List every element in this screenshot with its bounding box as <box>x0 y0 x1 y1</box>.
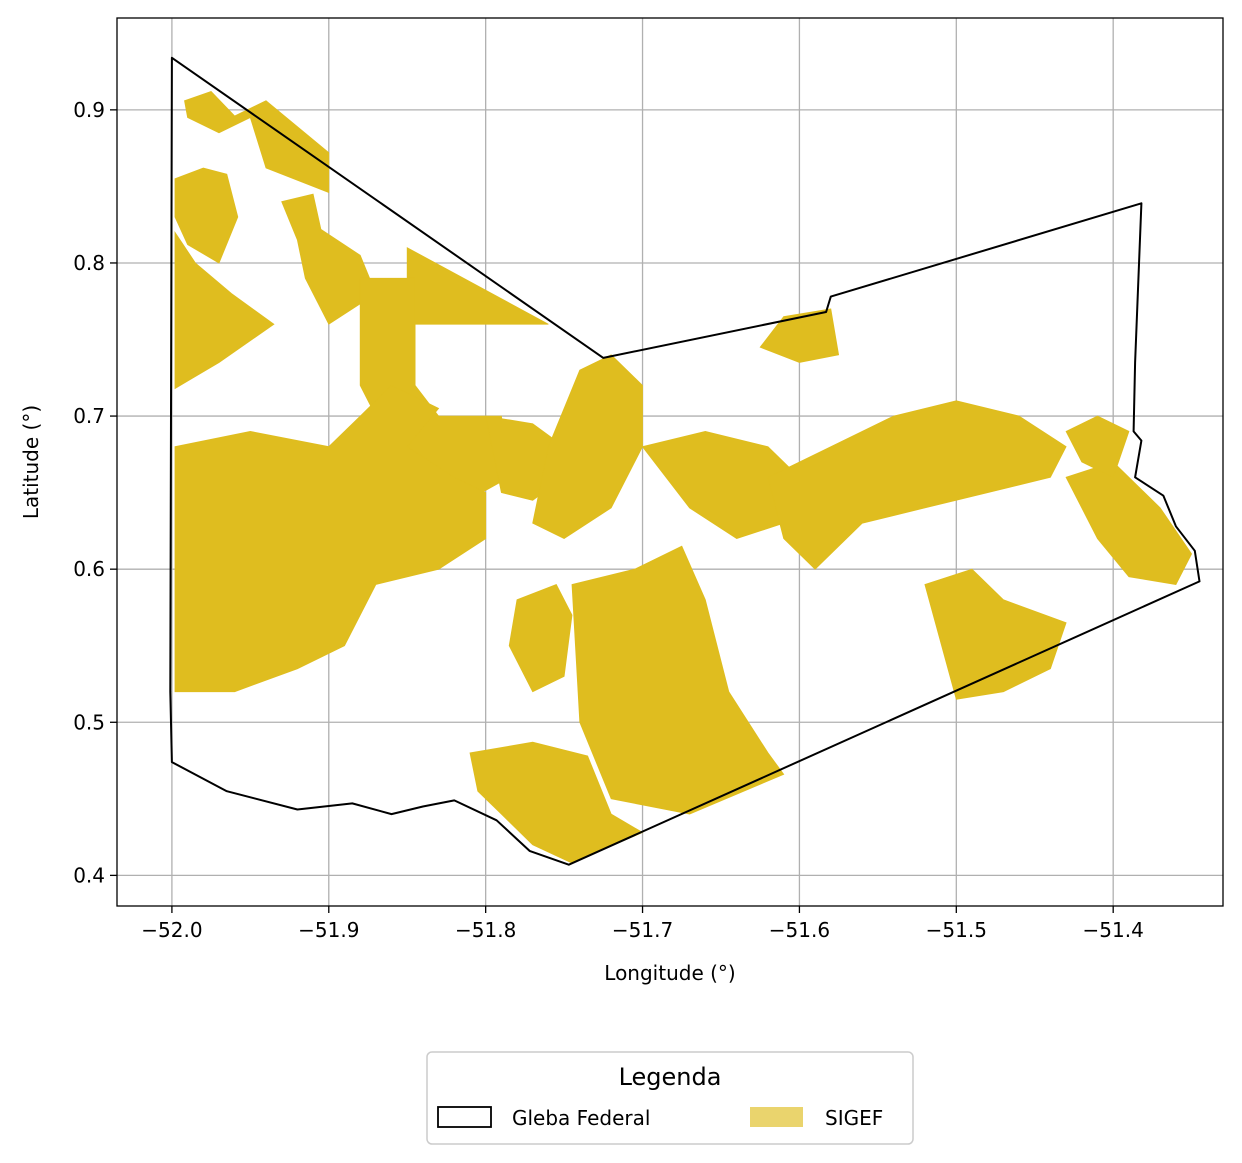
y-tick-label: 0.7 <box>73 404 105 428</box>
legend-label-gleba: Gleba Federal <box>512 1106 650 1130</box>
legend-title: Legenda <box>619 1063 722 1091</box>
x-axis-ticks: −52.0 −51.9 −51.8 −51.7 −51.6 −51.5 −51.4 <box>141 906 1144 942</box>
legend-label-sigef: SIGEF <box>825 1106 883 1130</box>
sigef-parcel <box>184 91 330 194</box>
y-tick-label: 0.9 <box>73 98 105 122</box>
y-tick-label: 0.5 <box>73 710 105 734</box>
sigef-parcel <box>532 354 643 540</box>
sigef-parcel <box>571 545 785 815</box>
x-tick-label: −51.9 <box>298 918 359 942</box>
sigef-parcels <box>174 91 1193 864</box>
x-tick-label: −51.5 <box>926 918 987 942</box>
legend-swatch-gleba <box>437 1106 492 1128</box>
sigef-parcel <box>174 167 239 264</box>
sigef-parcel <box>767 400 1067 570</box>
y-axis-ticks: 0.4 0.5 0.6 0.7 0.8 0.9 <box>73 98 117 887</box>
x-tick-label: −52.0 <box>141 918 202 942</box>
gleba-federal-boundary <box>169 56 1201 866</box>
x-axis-title: Longitude (°) <box>604 961 735 985</box>
y-axis-title: Latitude (°) <box>19 405 43 519</box>
sigef-parcel <box>174 384 487 693</box>
sigef-parcel <box>508 583 573 693</box>
x-tick-label: −51.6 <box>769 918 830 942</box>
x-tick-label: −51.8 <box>455 918 516 942</box>
legend-swatch-sigef <box>750 1107 803 1127</box>
sigef-parcel <box>174 230 275 390</box>
sigef-parcel <box>1065 461 1193 585</box>
y-tick-label: 0.4 <box>73 863 105 887</box>
legend: Legenda Gleba Federal SIGEF <box>426 1051 914 1145</box>
x-tick-label: −51.7 <box>612 918 673 942</box>
sigef-parcel <box>1065 415 1130 478</box>
y-tick-label: 0.6 <box>73 557 105 581</box>
plot-frame <box>116 17 1224 907</box>
x-tick-label: −51.4 <box>1083 918 1144 942</box>
gleba-boundary-layer <box>169 56 1201 866</box>
y-tick-label: 0.8 <box>73 251 105 275</box>
